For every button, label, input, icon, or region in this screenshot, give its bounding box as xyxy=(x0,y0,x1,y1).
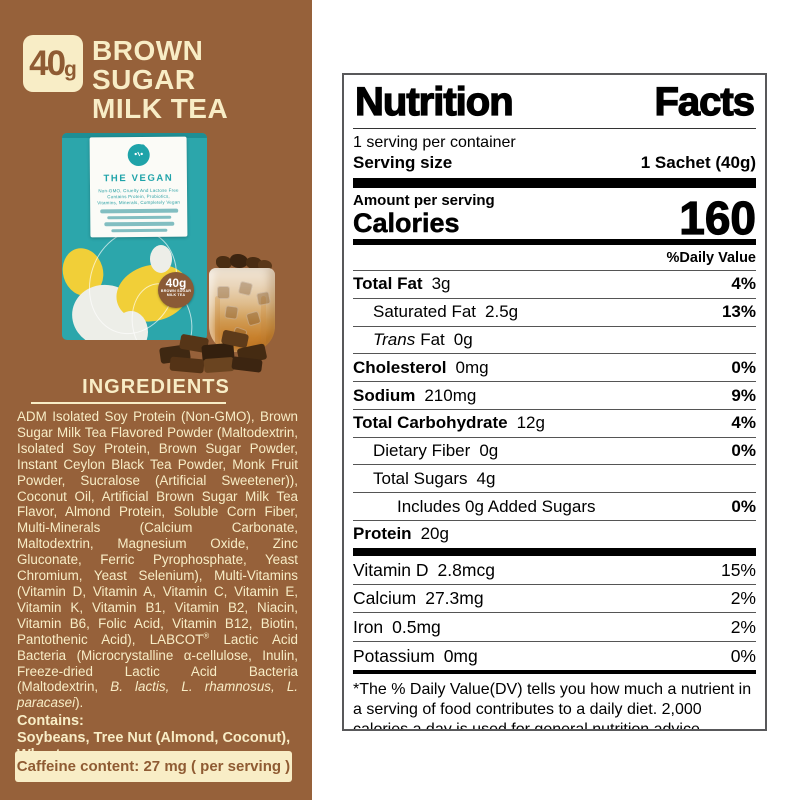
ingredients-text: ADM Isolated Soy Protein (Non-GMO), Brow… xyxy=(17,409,298,711)
daily-value-header: %Daily Value xyxy=(666,250,756,266)
vitamin-row-potassium: Potassium 0mg 0% xyxy=(353,641,756,670)
nutrient-row-total-sugars: Total Sugars 4g xyxy=(353,464,756,492)
ingredients-heading: INGREDIENTS xyxy=(82,376,230,398)
ingredients-underline xyxy=(31,402,226,404)
ingredients-body: ADM Isolated Soy Protein (Non-GMO), Brow… xyxy=(17,409,298,647)
contains-heading: Contains: xyxy=(17,713,84,729)
nutrient-row-saturated-fat: Saturated Fat 2.5g 13% xyxy=(353,297,756,326)
package-badge-line1: BROWN SUGAR xyxy=(160,289,192,293)
title-word-facts: Facts xyxy=(654,80,756,124)
nutrition-facts-panel: Nutrition Facts 1 serving per container … xyxy=(342,73,767,731)
product-title-line1: BROWN SUGAR xyxy=(92,35,204,95)
nutrient-row-dietary-fiber: Dietary Fiber 0g 0% xyxy=(353,436,756,465)
calories-label: Calories xyxy=(353,208,460,238)
package-cjk-text-lines xyxy=(90,208,187,233)
weight-unit: g xyxy=(64,57,77,81)
serving-size-value: 1 Sachet (40g) xyxy=(640,153,756,172)
brand-name: THE VEGAN xyxy=(103,172,174,185)
micronutrients-section: Vitamin D 2.8mcg 15% Calcium 27.3mg 2% I… xyxy=(353,556,756,670)
package-weight-badge: 40g BROWN SUGAR MILK TEA xyxy=(158,272,194,308)
white-blob-decoration xyxy=(114,311,148,340)
divider-line xyxy=(353,128,756,129)
servings-per-container: 1 serving per container xyxy=(353,134,516,151)
nutrient-row-added-sugars: Includes 0g Added Sugars 0% xyxy=(353,492,756,520)
medium-divider-bar xyxy=(353,239,756,245)
thick-divider-bar xyxy=(353,178,756,188)
package-badge-line2: MILK TEA xyxy=(166,293,186,298)
amount-per-serving-label: Amount per serving xyxy=(353,192,495,209)
nutrient-row-protein: Protein 20g xyxy=(353,520,756,548)
vitamin-row-calcium: Calcium 27.3mg 2% xyxy=(353,583,756,613)
weight-badge: 40 g xyxy=(23,35,83,92)
vitamin-row-iron: Iron 0.5mg 2% xyxy=(353,612,756,641)
nutrition-facts-title: Nutrition Facts xyxy=(353,79,756,128)
glass-body xyxy=(209,268,275,352)
brand-logo-icon xyxy=(90,143,187,173)
white-blob-decoration xyxy=(150,245,172,273)
product-info-panel: 40 g BROWN SUGAR MILK TEA TH xyxy=(0,0,312,800)
ingredients-body-continued: Lactic Acid Bacteria (Microcrystalline α… xyxy=(17,631,298,695)
ingredients-species-italic: B. lactis, L. rhamnosus, L. paracasei xyxy=(17,679,298,711)
caffeine-note-box: Caffeine content: 27 mg ( per serving ) xyxy=(15,751,292,782)
title-word-nutrition: Nutrition xyxy=(354,80,514,124)
ingredients-body-end: ). xyxy=(75,695,84,711)
serving-size-label: Serving size xyxy=(353,153,453,172)
vitamin-row-vitamin-d: Vitamin D 2.8mcg 15% xyxy=(353,559,756,580)
package-tagline-line3: Vitamins, Minerals, Completely Vegan xyxy=(97,199,181,206)
product-title: BROWN SUGAR MILK TEA xyxy=(92,36,312,123)
calories-value: 160 xyxy=(679,192,757,244)
sugar-topping xyxy=(258,260,272,271)
nutrient-row-trans-fat: Trans Fat 0g xyxy=(353,325,756,354)
product-package-image: THE VEGAN Non-GMO, Cruelty And Lactose F… xyxy=(62,133,207,340)
package-weight-value: 40g xyxy=(165,276,187,290)
registered-trademark-symbol: ® xyxy=(203,631,210,641)
milk-tea-glass-image xyxy=(208,254,278,352)
serving-size-row: Serving size 1 Sachet (40g) xyxy=(353,152,756,178)
package-label: THE VEGAN Non-GMO, Cruelty And Lactose F… xyxy=(89,136,188,238)
small-divider-bar xyxy=(353,669,756,674)
calories-row: Amount per serving Calories 160 xyxy=(353,188,757,244)
sugar-topping xyxy=(216,256,232,269)
nutrient-row-total-fat: Total Fat 3g 4% xyxy=(353,270,756,298)
weight-value: 40 xyxy=(29,43,66,83)
caffeine-note-text: Caffeine content: 27 mg ( per serving ) xyxy=(16,758,291,775)
daily-value-footnote: *The % Daily Value(DV) tells you how muc… xyxy=(353,680,752,731)
nutrient-row-total-carbohydrate: Total Carbohydrate 12g 4% xyxy=(353,408,756,437)
nutrient-row-cholesterol: Cholesterol 0mg 0% xyxy=(353,353,756,381)
thick-divider-bar xyxy=(353,547,756,556)
brown-sugar-chunks-image xyxy=(158,328,268,374)
package-tagline: Non-GMO, Cruelty And Lactose Free Contai… xyxy=(90,188,187,207)
product-title-line2: MILK TEA xyxy=(92,93,229,124)
nutrient-row-sodium: Sodium 210mg 9% xyxy=(353,381,756,409)
package-seal xyxy=(62,133,207,138)
sugar-topping xyxy=(230,254,248,268)
